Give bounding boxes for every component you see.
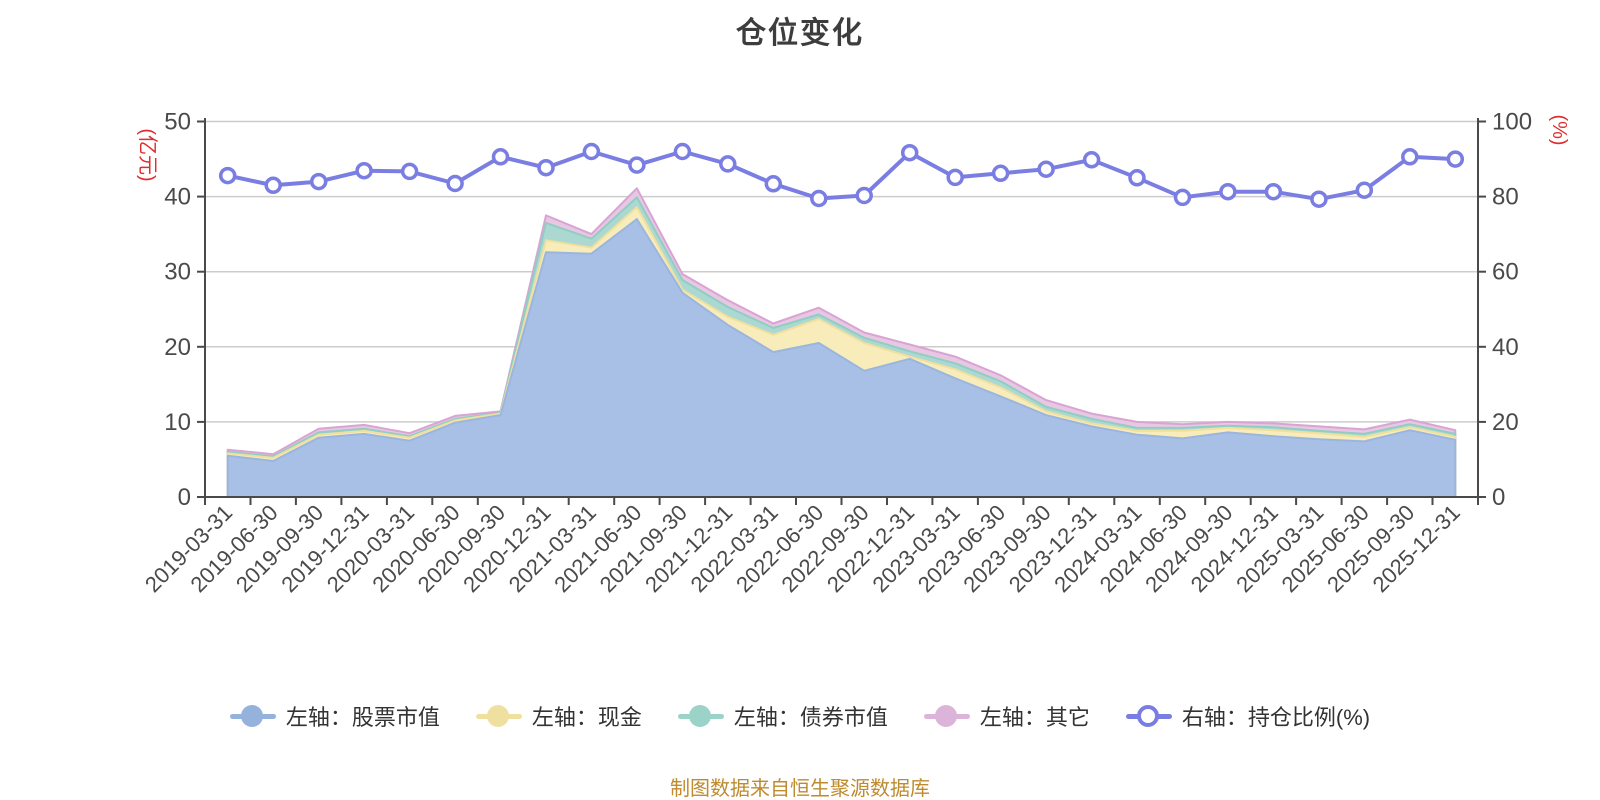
ratio-data-point[interactable] bbox=[628, 156, 646, 174]
ratio-data-point[interactable] bbox=[1446, 150, 1465, 168]
bond-series-marker-icon bbox=[677, 704, 724, 728]
ratio-data-point[interactable] bbox=[1310, 190, 1328, 208]
ratio-data-point[interactable] bbox=[491, 148, 510, 166]
legend: 左轴：股票市值 左轴：现金 左轴：债券市值 左轴：其它 右轴：持仓比例(%) bbox=[0, 700, 1600, 732]
svg-text:50: 50 bbox=[164, 109, 191, 136]
svg-text:40: 40 bbox=[164, 184, 191, 211]
ratio-data-point[interactable] bbox=[1082, 151, 1101, 169]
axes bbox=[197, 118, 1486, 505]
ratio-data-point[interactable] bbox=[1401, 148, 1419, 166]
legend-item-bond[interactable]: 左轴：债券市值 bbox=[677, 700, 888, 732]
ratio-data-point[interactable] bbox=[582, 142, 601, 161]
ratio-data-point[interactable] bbox=[1173, 188, 1192, 207]
stock-series-marker-icon bbox=[229, 704, 276, 728]
left-axis-name: (亿元) bbox=[136, 128, 159, 181]
ratio-data-point[interactable] bbox=[673, 142, 692, 161]
svg-text:100: 100 bbox=[1492, 109, 1532, 136]
ratio-data-point[interactable] bbox=[218, 166, 237, 185]
ratio-data-point[interactable] bbox=[309, 172, 328, 191]
ratio-data-point[interactable] bbox=[946, 168, 964, 187]
ratio-data-point[interactable] bbox=[1128, 169, 1146, 187]
right-axis-name: (%) bbox=[1548, 114, 1570, 145]
legend-label: 左轴：股票市值 bbox=[285, 705, 440, 730]
svg-text:20: 20 bbox=[1492, 409, 1519, 436]
svg-text:60: 60 bbox=[1492, 259, 1519, 286]
legend-label: 右轴：持仓比例(%) bbox=[1181, 705, 1371, 730]
ratio-data-point[interactable] bbox=[1264, 182, 1283, 201]
ratio-data-point[interactable] bbox=[355, 161, 373, 180]
ratio-data-point[interactable] bbox=[400, 162, 419, 181]
ratio-series-marker-icon bbox=[1125, 704, 1172, 728]
ratio-data-point[interactable] bbox=[991, 164, 1010, 183]
svg-text:0: 0 bbox=[1492, 484, 1505, 511]
svg-text:40: 40 bbox=[1492, 334, 1519, 361]
svg-text:10: 10 bbox=[164, 409, 191, 436]
legend-item-stock[interactable]: 左轴：股票市值 bbox=[229, 700, 440, 732]
legend-label: 左轴：现金 bbox=[531, 705, 642, 730]
legend-label: 左轴：其它 bbox=[979, 705, 1090, 730]
y-axis-tick-labels: 0 10 20 30 40 50 0 20 40 60 80 100 bbox=[164, 109, 1532, 512]
legend-item-cash[interactable]: 左轴：现金 bbox=[475, 700, 642, 732]
line-series-ratio[interactable] bbox=[225, 149, 1458, 202]
svg-text:30: 30 bbox=[164, 259, 191, 286]
ratio-data-point[interactable] bbox=[446, 174, 464, 193]
other-series-marker-icon bbox=[923, 704, 970, 728]
legend-item-other[interactable]: 左轴：其它 bbox=[923, 700, 1090, 732]
x-axis-tick-labels: 2019-03-312019-06-302019-09-302019-12-31… bbox=[140, 500, 1465, 597]
ratio-data-point[interactable] bbox=[855, 186, 873, 205]
svg-text:0: 0 bbox=[178, 484, 191, 511]
legend-item-ratio[interactable]: 右轴：持仓比例(%) bbox=[1125, 700, 1371, 732]
ratio-data-point[interactable] bbox=[810, 189, 828, 208]
ratio-data-point[interactable] bbox=[764, 175, 783, 193]
cash-series-marker-icon bbox=[475, 704, 522, 728]
area-series-stock[interactable] bbox=[226, 218, 1457, 498]
ratio-data-point[interactable] bbox=[264, 176, 282, 195]
ratio-data-point[interactable] bbox=[1355, 181, 1374, 199]
legend-label: 左轴：债券市值 bbox=[733, 705, 888, 730]
svg-text:80: 80 bbox=[1492, 184, 1519, 211]
svg-text:20: 20 bbox=[164, 334, 191, 361]
data-source-caption: 制图数据来自恒生聚源数据库 bbox=[670, 778, 930, 800]
ratio-data-point[interactable] bbox=[719, 155, 737, 173]
chart-title: 仓位变化 bbox=[736, 17, 864, 50]
ratio-data-point[interactable] bbox=[1219, 182, 1237, 201]
ratio-data-point[interactable] bbox=[537, 158, 555, 177]
ratio-data-point[interactable] bbox=[900, 143, 919, 162]
ratio-data-point[interactable] bbox=[1037, 160, 1055, 178]
